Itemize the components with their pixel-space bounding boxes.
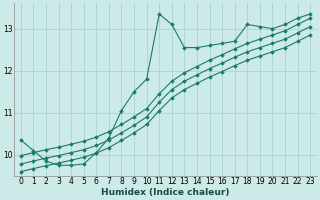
X-axis label: Humidex (Indice chaleur): Humidex (Indice chaleur): [101, 188, 230, 197]
